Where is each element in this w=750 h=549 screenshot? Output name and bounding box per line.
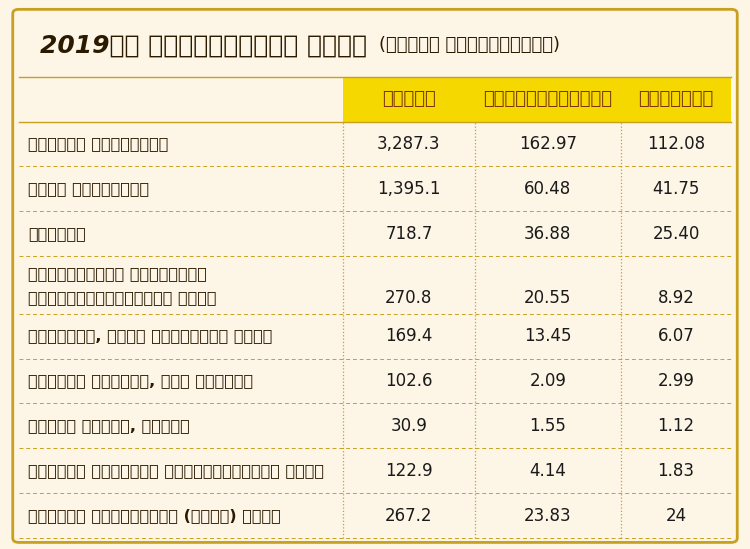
Text: 112.08: 112.08 <box>647 135 705 153</box>
Text: బంజర్లు, సాగు చేయ్లేని భూమి: బంజర్లు, సాగు చేయ్లేని భూమి <box>28 328 272 344</box>
Text: 270.8: 270.8 <box>386 289 433 306</box>
Text: సాగుకు అనువైనా వినియోగించని భూమి: సాగుకు అనువైనా వినియోగించని భూమి <box>28 463 324 478</box>
Text: 122.9: 122.9 <box>385 462 433 480</box>
Text: 2019లో భూవినియోగం తీరు: 2019లో భూవినియోగం తీరు <box>40 33 368 57</box>
Text: 36.88: 36.88 <box>524 225 572 243</box>
Text: 1.83: 1.83 <box>658 462 694 480</box>
Text: వ్యవసాయేతర అవసరాలకు: వ్యవసాయేతర అవసరాలకు <box>28 266 206 281</box>
Text: అడవులు: అడవులు <box>28 226 86 241</box>
Text: 41.75: 41.75 <box>652 180 700 198</box>
Bar <box>19 493 731 538</box>
Text: 718.7: 718.7 <box>386 225 433 243</box>
Text: 162.97: 162.97 <box>519 135 577 153</box>
Text: 6.07: 6.07 <box>658 327 694 345</box>
Bar <box>19 211 731 256</box>
Text: 102.6: 102.6 <box>385 372 433 390</box>
Text: 25.40: 25.40 <box>652 225 700 243</box>
Text: 3,287.3: 3,287.3 <box>377 135 440 153</box>
Text: సాగుకు పనికిరాని (ఫాలో) భూమి: సాగుకు పనికిరాని (ఫాలో) భూమి <box>28 508 280 523</box>
Text: 4.14: 4.14 <box>530 462 566 480</box>
Bar <box>19 404 731 449</box>
Text: 2.09: 2.09 <box>530 372 566 390</box>
Bar <box>19 313 731 358</box>
Text: 267.2: 267.2 <box>385 507 433 525</box>
Text: 169.4: 169.4 <box>386 327 433 345</box>
Text: 2.99: 2.99 <box>658 372 694 390</box>
Bar <box>19 166 731 211</box>
Text: 60.48: 60.48 <box>524 180 572 198</box>
Bar <box>19 358 731 404</box>
Text: మొత్తం విస్తీరం: మొత్తం విస్తీరం <box>28 137 168 152</box>
Text: భారత్: భారత్ <box>382 90 436 108</box>
Text: 8.92: 8.92 <box>658 289 694 306</box>
Text: 1,395.1: 1,395.1 <box>377 180 440 198</box>
Text: నికర సాగుభూమి: నికర సాగుభూమి <box>28 181 148 197</box>
Bar <box>343 77 731 121</box>
Text: (లక్షల హెక్టార్లో): (లక్షల హెక్టార్లో) <box>379 36 560 54</box>
Text: 1.12: 1.12 <box>658 417 694 435</box>
Text: 13.45: 13.45 <box>524 327 572 345</box>
Bar <box>19 449 731 493</box>
Bar <box>19 121 731 166</box>
Text: 1.55: 1.55 <box>530 417 566 435</box>
Text: తెలంగాణ: తెలంగాణ <box>638 90 714 108</box>
Text: ఆంధ్రప్రదేశ్: ఆంధ్రప్రదేశ్ <box>483 90 612 108</box>
Text: పచ్చిక బయల్లు, మేత భూములు: పచ్చిక బయల్లు, మేత భూములు <box>28 373 253 389</box>
Text: 30.9: 30.9 <box>391 417 427 435</box>
Bar <box>19 77 343 121</box>
Text: 23.83: 23.83 <box>524 507 572 525</box>
Text: 20.55: 20.55 <box>524 289 572 306</box>
Text: వినియోగిస్తున్న భూమి: వినియోగిస్తున్న భూమి <box>28 290 216 305</box>
Text: చెట్ల పంటలు, తోటలు: చెట్ల పంటలు, తోటలు <box>28 418 190 433</box>
Text: 24: 24 <box>665 507 686 525</box>
